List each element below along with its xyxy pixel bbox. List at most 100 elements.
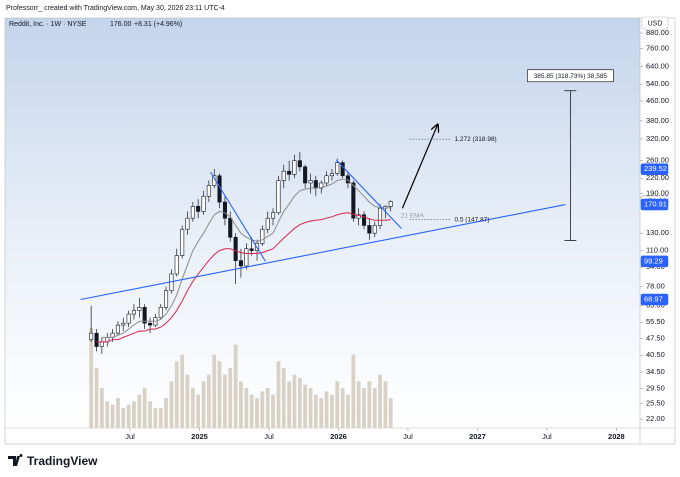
x-tick-label: 2026 xyxy=(330,432,347,441)
brand: TradingView xyxy=(27,454,98,468)
volume-bar xyxy=(281,368,286,428)
volume-bar xyxy=(137,394,142,428)
volume-bar xyxy=(169,381,174,428)
price-label-box xyxy=(640,255,669,268)
trendline xyxy=(336,159,402,229)
candle-body xyxy=(196,206,201,212)
plot-area xyxy=(5,18,640,428)
volume-bar xyxy=(223,374,227,428)
volume-bar xyxy=(362,388,366,428)
candle-body xyxy=(89,332,94,340)
volume-bar xyxy=(153,408,158,428)
candle-body xyxy=(190,206,195,219)
volume-bar xyxy=(383,381,388,428)
price-label: 68.97 xyxy=(644,294,663,303)
ema-label: 21 EMA xyxy=(401,212,425,219)
change: +8.31 (+4.96%) xyxy=(134,21,182,28)
x-tick-label: Jul xyxy=(264,432,274,441)
volume-bar xyxy=(265,388,270,428)
fib-label: 0.5 (147.87) xyxy=(454,216,489,223)
volume-bar xyxy=(335,381,340,428)
candle-body xyxy=(270,212,276,219)
candle-body xyxy=(260,228,265,244)
volume-bar xyxy=(313,394,318,428)
candle-body xyxy=(276,180,281,214)
candle-body xyxy=(244,248,249,267)
volume-bar xyxy=(233,344,238,428)
y-tick-label: 460.00 xyxy=(646,96,669,105)
candle-body xyxy=(94,332,99,347)
volume-bar xyxy=(185,374,190,428)
candle-body xyxy=(164,290,169,308)
volume-bar xyxy=(164,398,168,428)
y-tick-label: 110.00 xyxy=(646,246,668,255)
volume-bar xyxy=(255,398,259,428)
price-label-box xyxy=(640,198,669,211)
candle-body xyxy=(356,214,361,219)
candle-body xyxy=(222,201,227,219)
measure-box xyxy=(527,69,614,83)
volume-bar xyxy=(228,368,233,428)
x-tick-label: Jul xyxy=(542,432,552,441)
y-tick-label: 47.50 xyxy=(646,334,665,343)
volume-bar xyxy=(287,381,292,428)
candle-body xyxy=(206,185,211,197)
volume-bar xyxy=(148,401,152,428)
volume-bar xyxy=(94,368,99,428)
volume-bar xyxy=(303,384,308,428)
volume-bar xyxy=(110,404,115,428)
volume-bar xyxy=(180,354,185,428)
candle-body xyxy=(174,255,179,275)
volume-bar xyxy=(190,388,195,428)
candle-body xyxy=(137,307,142,311)
x-tick-label: Jul xyxy=(403,432,413,441)
candle-body xyxy=(201,195,206,212)
candle-body xyxy=(367,225,372,234)
volume-bar xyxy=(297,378,302,428)
volume-bar xyxy=(319,398,324,428)
candle-body xyxy=(99,341,104,347)
price-label-box xyxy=(640,293,669,306)
volume-bar xyxy=(276,361,281,428)
volume-bar xyxy=(340,388,345,428)
volume-bar xyxy=(121,408,126,428)
candle-body xyxy=(249,248,254,251)
y-tick-label: 34.50 xyxy=(646,367,665,376)
x-tick-label: 2025 xyxy=(191,432,208,441)
y-tick-label: 640.00 xyxy=(646,61,669,70)
volume-bar xyxy=(212,354,217,428)
candle-body xyxy=(115,324,121,334)
x-tick-label: 2028 xyxy=(608,432,625,441)
ema-line xyxy=(96,212,391,343)
price: 176.00 xyxy=(110,21,132,28)
price-label: 99.29 xyxy=(644,256,663,265)
y-tick-label: 55.50 xyxy=(646,317,665,326)
y-tick-label: 540.00 xyxy=(646,79,669,88)
y-tick-label: 760.00 xyxy=(646,43,669,52)
volume-bar xyxy=(292,374,297,428)
candle-body xyxy=(351,182,356,219)
candle-body xyxy=(329,173,334,177)
volume-bar xyxy=(249,394,254,428)
x-tick-label: 2027 xyxy=(469,432,486,441)
y-tick-label: 320.00 xyxy=(646,134,669,143)
fib-label: 1.272 (318.98) xyxy=(454,136,496,143)
candle-body xyxy=(185,217,190,230)
y-tick-label: 130.00 xyxy=(646,228,669,237)
y-tick-label: 190.00 xyxy=(646,188,669,197)
volume-bar xyxy=(201,381,206,428)
ema-line xyxy=(101,178,391,338)
volume-bar xyxy=(89,328,94,428)
y-tick-label: 25.50 xyxy=(646,399,665,408)
volume-bar xyxy=(346,394,350,428)
price-label-box xyxy=(640,163,669,175)
volume-bar xyxy=(378,374,382,428)
candle-body xyxy=(324,175,329,184)
trendline xyxy=(210,171,266,262)
candle-body xyxy=(313,180,318,189)
volume-bar xyxy=(372,388,377,428)
volume-bar xyxy=(260,391,265,428)
currency: USD xyxy=(648,20,663,27)
y-tick-label: 78.00 xyxy=(646,282,665,291)
credit: Professorr_ created with TradingView.com… xyxy=(6,5,225,12)
